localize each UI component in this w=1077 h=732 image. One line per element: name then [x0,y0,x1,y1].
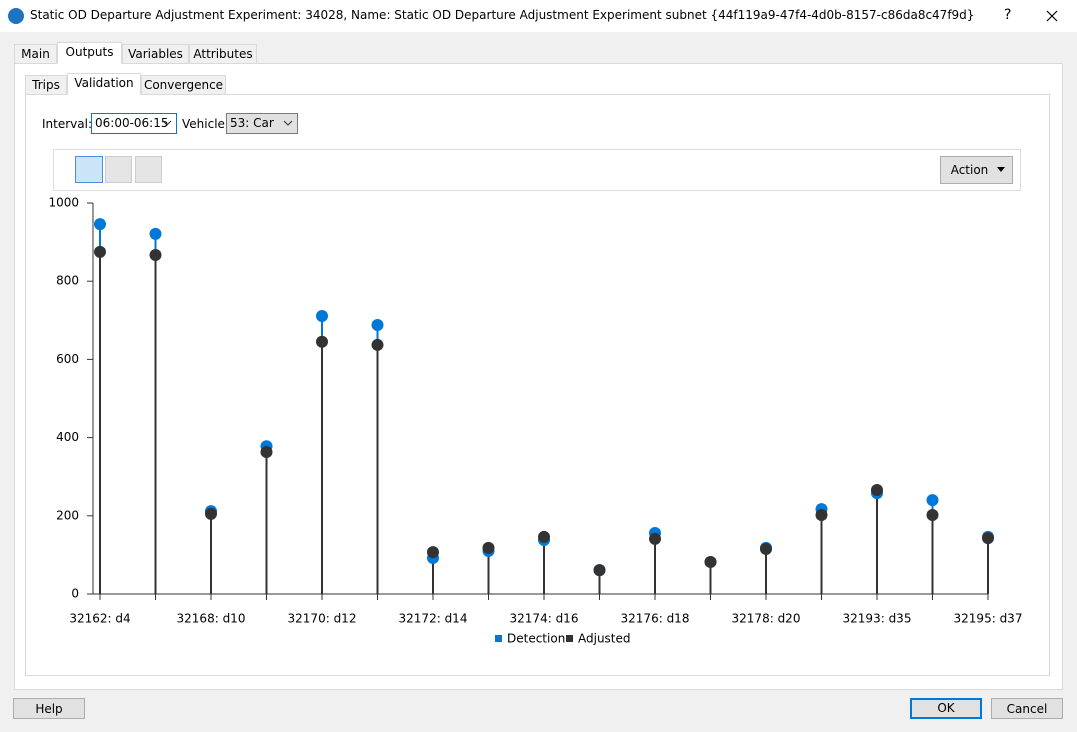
tab[interactable]: Main [14,44,57,64]
interval-value: 06:00-06:15 [95,116,169,130]
cancel-button[interactable]: Cancel [991,698,1063,719]
vehicle-value: 53: Car [230,116,274,130]
interval-label: Interval: [42,117,92,131]
tab[interactable]: Variables [122,44,189,64]
help-icon[interactable]: ? [1004,7,1012,23]
vehicle-combo[interactable]: 53: Car [226,113,298,134]
subtab[interactable]: Convergence [141,75,226,95]
subtab[interactable]: Trips [25,75,67,95]
subtab[interactable]: Validation [67,73,141,95]
line-view-button[interactable] [75,156,103,183]
action-button[interactable]: Action [940,156,1013,184]
close-icon[interactable] [1046,10,1058,22]
scatter-view-button[interactable] [105,156,132,183]
help-button[interactable]: Help [13,698,85,719]
validation-panel [25,94,1050,676]
interval-combo[interactable]: 06:00-06:15 [91,113,177,134]
app-icon [8,8,24,24]
vehicle-label: Vehicle: [182,117,229,131]
action-arrow [997,167,1005,172]
toolbar [53,149,1021,191]
grid-view-button[interactable] [135,156,162,183]
tab[interactable]: Attributes [189,44,257,64]
action-label: Action [950,163,989,177]
ok-button[interactable]: OK [910,698,982,719]
tab[interactable]: Outputs [57,42,122,64]
title-bar: Static OD Departure Adjustment Experimen… [0,0,1077,32]
window-title: Static OD Departure Adjustment Experimen… [30,8,975,22]
combo-arrows [162,120,293,126]
